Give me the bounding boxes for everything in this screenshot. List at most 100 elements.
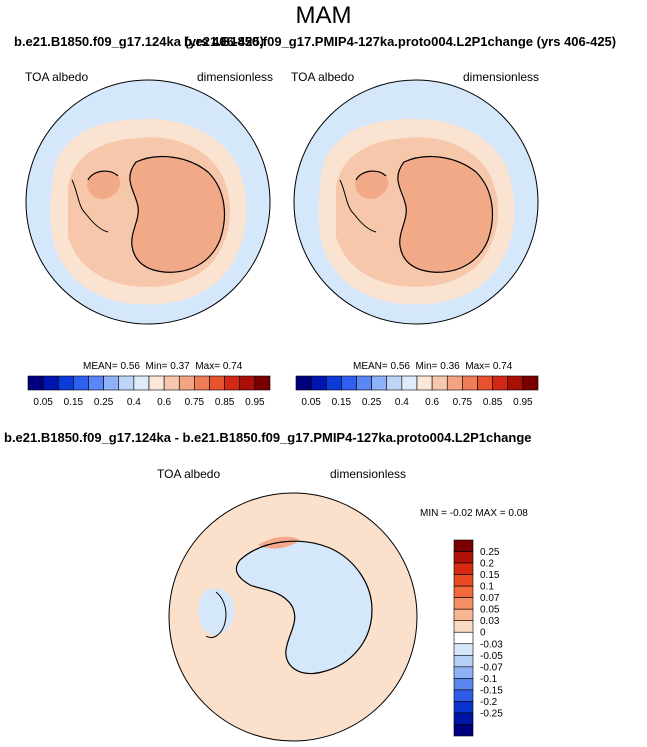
difference-variable-label: TOA albedo [157, 467, 221, 481]
panel2-colorbar-box [522, 375, 539, 391]
panel1-colorbar-box [57, 375, 74, 391]
difference-max-label: MAX = [475, 508, 506, 519]
difference-colorbar-box [453, 608, 474, 622]
panel1-mean-label: MEAN= [83, 361, 118, 372]
panel1-colorbar-box [118, 375, 135, 391]
panel2-colorbar-tick-label: 0.4 [395, 397, 409, 408]
panel1-colorbar-box [27, 375, 44, 391]
season-title: MAM [295, 2, 352, 29]
difference-title: b.e21.B1850.f09_g17.124ka - b.e21.B1850.… [4, 430, 532, 445]
panel2-colorbar-tick-label: 0.6 [425, 397, 439, 408]
difference-colorbar-box [453, 539, 474, 552]
panel1-colorbar-tick-label: 0.15 [64, 397, 84, 408]
difference-colorbar: 0.250.20.150.10.070.050.030-0.03-0.05-0.… [453, 539, 503, 737]
difference-colorbar-box [453, 654, 474, 668]
difference-min-value: -0.02 [449, 508, 473, 519]
panel1-colorbar-box [254, 375, 271, 391]
panel2-colorbar-box [416, 375, 433, 391]
panel2-colorbar-tick-label: 0.25 [362, 397, 382, 408]
panel2-colorbar-tick-label: 0.85 [483, 397, 503, 408]
difference-colorbar-tick-label: -0.03 [480, 639, 503, 650]
difference-minmax: MIN = -0.02 MAX = 0.08 [420, 508, 528, 519]
panel1-stats: MEAN= 0.56 Min= 0.37 Max= 0.74 [83, 361, 242, 372]
panel1-colorbar-box [209, 375, 225, 391]
panel2-colorbar-box [431, 375, 448, 391]
panel1-colorbar-box [163, 375, 180, 391]
panel2-colorbar-tick-label: 0.05 [301, 397, 321, 408]
panel2-colorbar-box [295, 375, 312, 391]
panel2-map [293, 79, 539, 325]
difference-colorbar-tick-label: 0.2 [480, 559, 494, 570]
difference-colorbar-tick-label: -0.15 [480, 685, 503, 696]
panel1-mean-value: 0.56 [120, 361, 140, 372]
panel1-colorbar-tick-label: 0.95 [245, 397, 265, 408]
panel1-max-label: Max= [195, 361, 221, 372]
panel1-colorbar-box [178, 375, 195, 391]
difference-colorbar-tick-label: -0.1 [480, 674, 498, 685]
panel1-colorbar-box [133, 375, 150, 391]
difference-colorbar-tick-label: -0.05 [480, 651, 503, 662]
difference-colorbar-box [453, 701, 474, 714]
difference-colorbar-tick-label: 0 [480, 628, 486, 639]
difference-colorbar-tick-label: -0.25 [480, 708, 503, 719]
panel1-min-label: Min= [145, 361, 168, 372]
panel2-colorbar-box [492, 375, 509, 391]
panel2-mean-label: MEAN= [353, 361, 388, 372]
difference-colorbar-tick-label: 0.03 [480, 616, 500, 627]
panel2-max-value: 0.74 [492, 361, 513, 372]
panel2-stats: MEAN= 0.56 Min= 0.36 Max= 0.74 [353, 361, 512, 372]
panel1-colorbar-box [73, 375, 89, 391]
panel1-colorbar-tick-label: 0.6 [157, 397, 171, 408]
panel2-mean-value: 0.56 [390, 361, 410, 372]
difference-colorbar-box [453, 631, 474, 645]
difference-colorbar-box [453, 585, 474, 598]
panel2-colorbar-box [371, 375, 388, 391]
difference-colorbar-tick-label: 0.05 [480, 605, 500, 616]
difference-colorbar-tick-label: 0.15 [480, 570, 500, 581]
difference-colorbar-tick-label: -0.07 [480, 662, 503, 673]
panel2-min-label: Min= [415, 361, 438, 372]
panel1-run-title: b.e21.B1850.f09_g17.124ka (yrs 406-425) [14, 34, 265, 49]
panel2-colorbar-box [507, 375, 524, 391]
panel1-colorbar-box [103, 375, 120, 391]
panel2-min-value: 0.36 [440, 361, 460, 372]
panel2-colorbar-box [356, 375, 372, 391]
difference-max-value: 0.08 [508, 508, 528, 519]
difference-colorbar-tick-label: 0.07 [480, 593, 500, 604]
panel1-colorbar-tick-label: 0.25 [94, 397, 114, 408]
difference-units-label: dimensionless [330, 467, 407, 481]
panel1-colorbar-tick-label: 0.05 [33, 397, 53, 408]
panel1-max-value: 0.74 [222, 361, 243, 372]
panel1-colorbar-box [239, 375, 256, 391]
panel2-colorbar-tick-label: 0.15 [332, 397, 352, 408]
panel1-colorbar-box [42, 375, 59, 391]
panel1-min-value: 0.37 [170, 361, 190, 372]
panel2-colorbar-box [386, 375, 403, 391]
difference-colorbar-tick-label: 0.1 [480, 582, 494, 593]
panel2-colorbar-box [341, 375, 357, 391]
panel1-colorbar-tick-label: 0.85 [215, 397, 235, 408]
difference-colorbar-box [453, 678, 474, 691]
difference-min-label: MIN = [420, 508, 447, 519]
panel2-run-title: b.e21.B1850.f09_g17.PMIP4-127ka.proto004… [184, 34, 617, 49]
panel1-colorbar: 0.05 0.15 0.25 0.4 0.6 0.75 0.85 0.95 [27, 375, 271, 408]
panel1-colorbar-tick-label: 0.75 [185, 397, 205, 408]
panel1-map [25, 79, 271, 325]
panel2-variable-label: TOA albedo [291, 70, 355, 84]
difference-colorbar-box [453, 689, 474, 702]
difference-colorbar-box [453, 574, 474, 587]
panel1-variable-label: TOA albedo [25, 70, 89, 84]
difference-colorbar-box [453, 724, 474, 737]
panel2-units-label: dimensionless [463, 70, 540, 84]
difference-colorbar-tick-label: 0.25 [480, 547, 500, 558]
panel2-colorbar-box [462, 375, 478, 391]
difference-colorbar-box [453, 712, 474, 725]
difference-colorbar-box [453, 666, 474, 679]
panel1-colorbar-box [194, 375, 210, 391]
panel2-max-label: Max= [465, 361, 491, 372]
panel2-colorbar: 0.05 0.15 0.25 0.4 0.6 0.75 0.85 0.95 [295, 375, 539, 408]
panel2-colorbar-tick-label: 0.75 [453, 397, 473, 408]
panel1-colorbar-tick-label: 0.4 [127, 397, 141, 408]
panel2-colorbar-box [401, 375, 418, 391]
